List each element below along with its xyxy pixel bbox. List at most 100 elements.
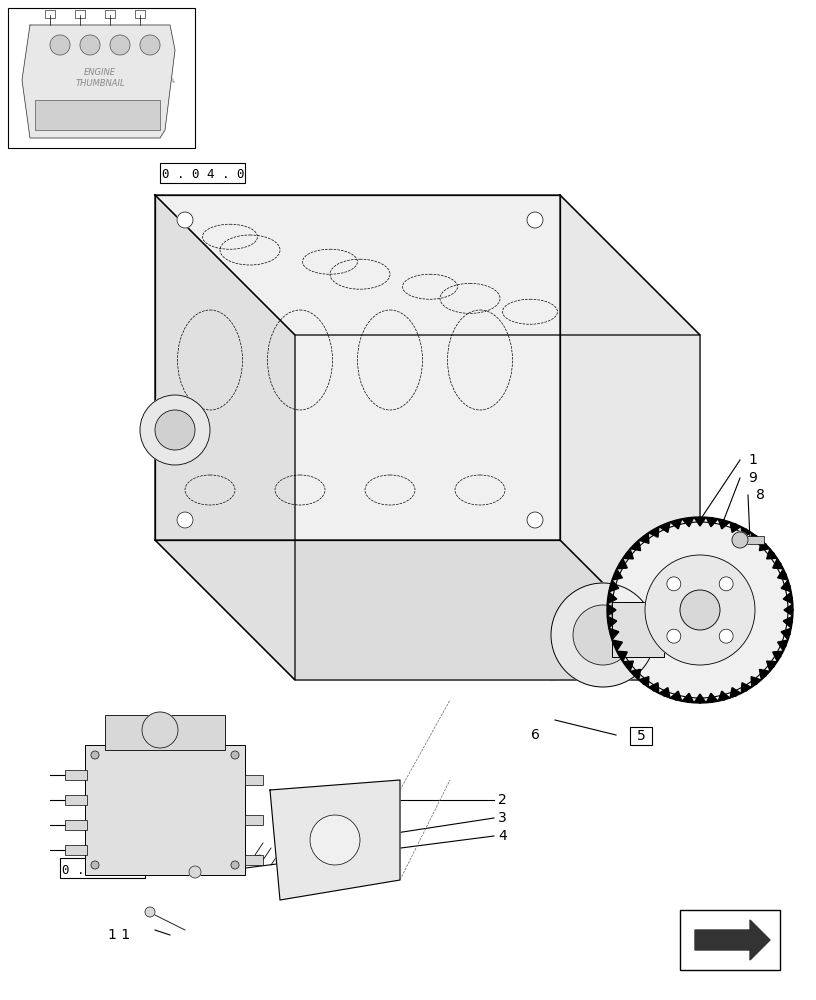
- Circle shape: [310, 815, 360, 865]
- Polygon shape: [695, 920, 770, 960]
- Polygon shape: [670, 691, 682, 701]
- Polygon shape: [752, 533, 761, 543]
- Bar: [744, 536, 764, 544]
- Text: 0 . 0 4 . 0: 0 . 0 4 . 0: [162, 168, 244, 182]
- Polygon shape: [639, 677, 649, 687]
- Circle shape: [145, 907, 155, 917]
- Bar: [680, 910, 780, 970]
- Circle shape: [177, 512, 193, 528]
- Polygon shape: [760, 540, 769, 551]
- Circle shape: [551, 583, 655, 687]
- Text: 3: 3: [498, 811, 507, 825]
- Text: 7: 7: [703, 643, 712, 657]
- Bar: [45, 10, 55, 18]
- Polygon shape: [694, 694, 706, 703]
- Circle shape: [732, 532, 748, 548]
- Polygon shape: [659, 688, 670, 698]
- Polygon shape: [659, 522, 670, 532]
- Bar: [8, 8, 195, 148]
- Polygon shape: [783, 592, 793, 604]
- Polygon shape: [155, 195, 700, 335]
- Polygon shape: [730, 688, 741, 698]
- Polygon shape: [649, 683, 659, 693]
- Bar: [160, 163, 245, 183]
- Circle shape: [140, 35, 160, 55]
- Polygon shape: [773, 558, 783, 569]
- Bar: [85, 745, 245, 875]
- Circle shape: [719, 629, 733, 643]
- Circle shape: [645, 555, 755, 665]
- Polygon shape: [630, 540, 641, 551]
- Polygon shape: [706, 693, 718, 703]
- Polygon shape: [682, 693, 694, 703]
- Circle shape: [573, 605, 633, 665]
- Bar: [35, 100, 160, 130]
- Circle shape: [231, 751, 239, 759]
- Polygon shape: [612, 640, 623, 651]
- Polygon shape: [607, 592, 617, 604]
- Polygon shape: [778, 569, 788, 580]
- Polygon shape: [741, 527, 752, 537]
- Circle shape: [527, 512, 543, 528]
- Polygon shape: [773, 651, 783, 662]
- Polygon shape: [778, 640, 788, 651]
- Circle shape: [189, 866, 201, 878]
- Polygon shape: [612, 569, 623, 580]
- Polygon shape: [22, 25, 175, 138]
- Text: 1 1: 1 1: [108, 928, 130, 942]
- Polygon shape: [781, 580, 792, 592]
- Polygon shape: [630, 669, 641, 680]
- Polygon shape: [760, 669, 769, 680]
- Circle shape: [91, 861, 99, 869]
- Circle shape: [667, 629, 681, 643]
- Circle shape: [110, 35, 130, 55]
- Circle shape: [527, 212, 543, 228]
- Circle shape: [142, 712, 178, 748]
- Polygon shape: [155, 540, 700, 680]
- Bar: [65, 770, 87, 780]
- Bar: [630, 727, 652, 745]
- Circle shape: [155, 410, 195, 450]
- Text: 9: 9: [748, 471, 757, 485]
- Polygon shape: [155, 195, 295, 680]
- Text: 6: 6: [531, 728, 540, 742]
- Polygon shape: [741, 683, 752, 693]
- Circle shape: [719, 577, 733, 591]
- Polygon shape: [607, 616, 617, 628]
- Text: 8: 8: [756, 488, 765, 502]
- Polygon shape: [560, 195, 700, 680]
- Polygon shape: [730, 522, 741, 532]
- Polygon shape: [670, 519, 682, 529]
- Polygon shape: [781, 628, 792, 640]
- Bar: [245, 855, 263, 865]
- Circle shape: [680, 590, 720, 630]
- Polygon shape: [270, 780, 400, 900]
- Polygon shape: [718, 691, 730, 701]
- Polygon shape: [694, 517, 706, 526]
- Bar: [135, 10, 145, 18]
- Text: 1 0: 1 0: [703, 661, 725, 675]
- Bar: [60, 858, 145, 878]
- Polygon shape: [649, 527, 659, 537]
- Circle shape: [667, 577, 681, 591]
- Text: 2: 2: [498, 793, 507, 807]
- Polygon shape: [767, 661, 778, 671]
- Circle shape: [91, 751, 99, 759]
- Bar: [245, 775, 263, 785]
- Polygon shape: [617, 651, 628, 662]
- Polygon shape: [623, 661, 633, 671]
- Polygon shape: [155, 195, 560, 540]
- Bar: [105, 10, 115, 18]
- Bar: [65, 820, 87, 830]
- Text: ENGINE
THUMBNAIL: ENGINE THUMBNAIL: [75, 68, 125, 88]
- Polygon shape: [752, 677, 761, 687]
- Text: 5: 5: [636, 729, 645, 743]
- Polygon shape: [607, 604, 616, 616]
- Bar: [75, 10, 85, 18]
- Bar: [612, 602, 664, 657]
- Bar: [700, 618, 712, 626]
- Polygon shape: [783, 616, 793, 628]
- Bar: [700, 644, 712, 652]
- Circle shape: [177, 212, 193, 228]
- Circle shape: [231, 861, 239, 869]
